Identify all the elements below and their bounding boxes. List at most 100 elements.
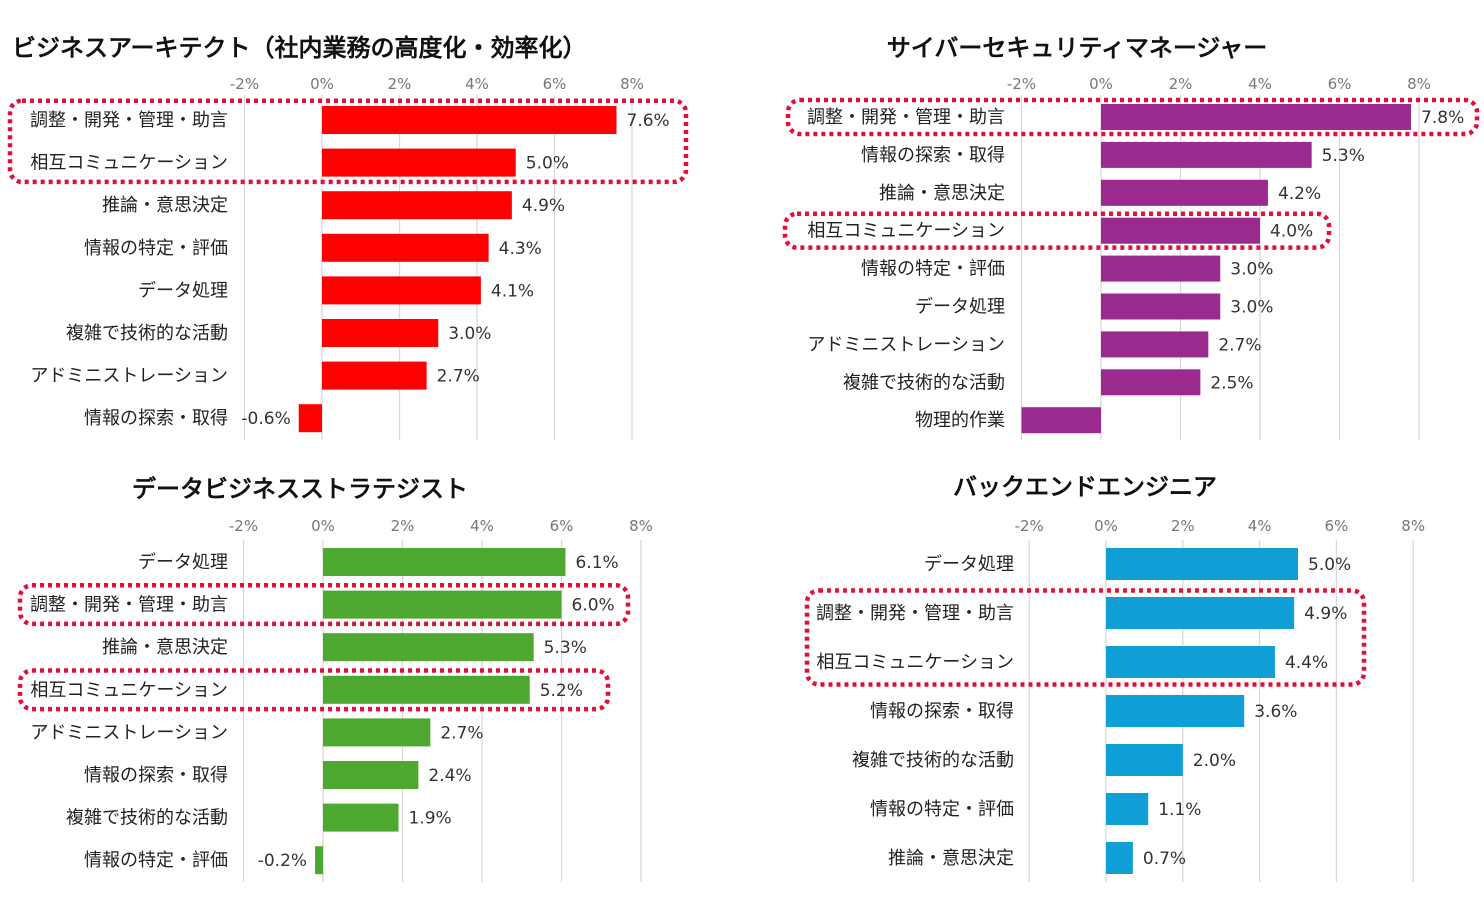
highlight-box — [17, 668, 611, 712]
x-tick-label: -2% — [1007, 75, 1036, 93]
bar — [1101, 369, 1201, 396]
data-label: 4.1% — [491, 281, 534, 301]
category-label: 相互コミュニケーション — [30, 680, 228, 701]
bar — [322, 276, 481, 305]
x-tick-label: 8% — [620, 75, 644, 93]
bar — [1101, 141, 1312, 168]
data-label: -0.2% — [258, 851, 307, 871]
category-label: アドミニストレーション — [807, 334, 1005, 355]
bar — [323, 718, 431, 747]
chart-panel-1: ビジネスアーキテクト（社内業務の高度化・効率化） -2% 0% 2% 4% 6% 8% 調整・… — [7, 34, 689, 440]
bar — [322, 319, 439, 347]
bar — [322, 191, 512, 220]
data-label: 5.0% — [1308, 555, 1351, 575]
category-label: 調整・開発・管理・助言 — [816, 603, 1014, 624]
bar — [323, 675, 530, 704]
x-tick-label: 0% — [1089, 75, 1113, 93]
x-tick-label: 8% — [629, 517, 653, 535]
data-label: 6.1% — [575, 553, 618, 573]
bar — [323, 590, 562, 619]
bar — [1106, 548, 1298, 580]
category-label: データ処理 — [138, 280, 228, 301]
x-tick-label: 4% — [1248, 517, 1272, 535]
bar — [1101, 331, 1209, 358]
x-tick-label: 6% — [1325, 517, 1349, 535]
chart-title: サイバーセキュリティマネージャー — [887, 34, 1267, 62]
bar — [323, 548, 566, 576]
bar — [323, 633, 534, 662]
x-tick-label: 6% — [550, 517, 574, 535]
data-label: -0.6% — [241, 409, 290, 429]
x-tick-label: 2% — [1171, 517, 1195, 535]
data-label: 3.0% — [448, 324, 491, 344]
category-label: 複雑で技術的な活動 — [852, 750, 1014, 771]
data-label: 2.7% — [440, 723, 483, 743]
category-label: 複雑で技術的な活動 — [66, 323, 228, 344]
data-label: 1.1% — [1158, 800, 1201, 820]
bar — [322, 233, 489, 262]
data-label: 2.4% — [428, 766, 471, 786]
category-label: 情報の探索・取得 — [84, 765, 228, 786]
category-label: 相互コミュニケーション — [816, 652, 1014, 673]
data-label: 4.0% — [1270, 222, 1313, 242]
x-tick-label: -2% — [229, 517, 258, 535]
category-label: 複雑で技術的な活動 — [843, 372, 1005, 393]
x-tick-label: 0% — [311, 517, 335, 535]
data-label: 1.9% — [409, 809, 452, 829]
category-label: 複雑で技術的な活動 — [66, 808, 228, 829]
x-tick-label: 4% — [465, 75, 489, 93]
data-label: 2.0% — [1193, 751, 1236, 771]
highlight-box — [17, 583, 631, 627]
x-tick-label: 8% — [1407, 75, 1431, 93]
bar — [1106, 744, 1183, 776]
bar — [1106, 793, 1149, 825]
category-label: 推論・意思決定 — [879, 183, 1005, 204]
category-label: データ処理 — [915, 297, 1005, 318]
highlight-box — [782, 211, 1332, 250]
data-label: 4.9% — [522, 196, 565, 216]
x-tick-label: 6% — [543, 75, 567, 93]
bar — [323, 761, 419, 789]
category-label: 推論・意思決定 — [888, 848, 1014, 869]
data-label: 4.3% — [499, 239, 542, 259]
bar — [1101, 217, 1260, 244]
bar — [323, 803, 399, 832]
highlight-box — [804, 588, 1367, 687]
category-label: 情報の探索・取得 — [870, 701, 1014, 722]
data-label: 2.7% — [437, 367, 480, 387]
category-label: 調整・開発・管理・助言 — [30, 110, 228, 131]
data-label: 5.3% — [544, 638, 587, 658]
highlight-box — [7, 98, 689, 185]
x-tick-label: -2% — [1015, 517, 1044, 535]
category-label: 推論・意思決定 — [102, 195, 228, 216]
data-label: 4.9% — [1304, 604, 1347, 624]
highlight-box — [785, 97, 1480, 137]
bar — [1101, 293, 1221, 320]
data-label: 3.6% — [1254, 702, 1297, 722]
data-label: 0.7% — [1143, 849, 1186, 869]
x-tick-label: 2% — [388, 75, 412, 93]
bar — [322, 361, 427, 390]
x-tick-label: 0% — [310, 75, 334, 93]
category-label: 情報の探索・取得 — [84, 408, 228, 429]
category-label: 情報の特定・評価 — [870, 799, 1014, 820]
bar — [1021, 407, 1101, 434]
bar — [1101, 255, 1221, 282]
bar — [322, 148, 516, 177]
chart-title: バックエンドエンジニア — [953, 473, 1217, 501]
bar — [1106, 842, 1133, 874]
bar — [322, 106, 617, 134]
data-label: 6.0% — [572, 596, 615, 616]
data-label: 7.8% — [1421, 108, 1464, 128]
category-label: 情報の特定・評価 — [84, 850, 228, 871]
x-tick-label: 4% — [470, 517, 494, 535]
bar — [1106, 695, 1245, 727]
category-label: 物理的作業 — [915, 410, 1005, 431]
data-label: 4.4% — [1285, 653, 1328, 673]
category-label: 情報の探索・取得 — [861, 145, 1005, 166]
data-label: 5.2% — [540, 681, 583, 701]
bar — [1101, 179, 1268, 206]
category-label: 推論・意思決定 — [102, 637, 228, 658]
category-label: 調整・開発・管理・助言 — [30, 595, 228, 616]
